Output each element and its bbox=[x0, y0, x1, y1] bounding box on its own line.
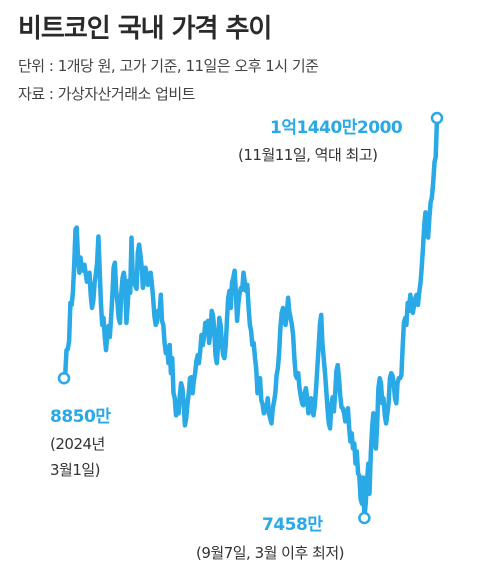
low-value-label: 7458만 bbox=[262, 515, 323, 535]
peak-value-label: 1억1440만2000 bbox=[270, 118, 403, 138]
start-marker bbox=[57, 371, 71, 385]
source-note: 자료 : 가상자산거래소 업비트 bbox=[18, 85, 195, 103]
start-note-line2: 3월1일) bbox=[50, 461, 101, 479]
unit-note: 단위 : 1개당 원, 고가 기준, 11일은 오후 1시 기준 bbox=[18, 57, 319, 75]
peak-marker bbox=[430, 111, 444, 125]
series-line bbox=[61, 115, 440, 521]
low-note-label: (9월7일, 3월 이후 최저) bbox=[196, 544, 345, 562]
start-note-line1: (2024년 bbox=[50, 435, 105, 453]
low-marker bbox=[358, 511, 371, 525]
start-value-label: 8850만 bbox=[50, 407, 111, 427]
peak-note-label: (11월11일, 역대 최고) bbox=[238, 146, 378, 164]
chart-title: 비트코인 국내 가격 추이 bbox=[18, 14, 272, 44]
